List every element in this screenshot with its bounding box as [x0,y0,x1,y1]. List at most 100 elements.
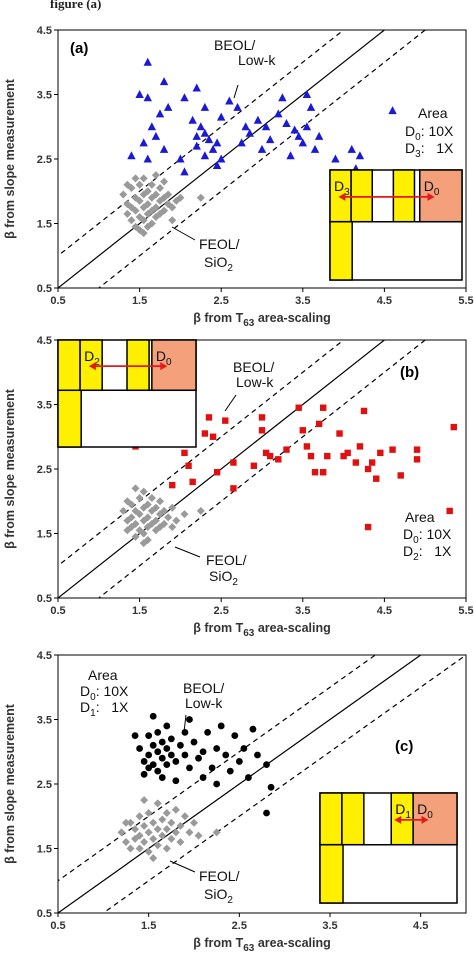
feol-pointer [174,546,201,558]
data-point-triangle [314,131,324,140]
data-point-diamond [123,516,132,525]
data-point-diamond [140,796,149,805]
data-point-diamond [143,535,152,544]
data-point-triangle [143,93,152,102]
data-point-diamond [162,825,171,834]
feol-pointer [171,226,196,241]
y-tick-label: 1.5 [37,219,52,231]
data-point-diamond [162,844,171,853]
data-point-triangle [212,160,222,169]
inset-label-d1: D1 [395,801,411,821]
inset-label-d2: D2 [84,348,100,368]
data-point-circle [163,761,171,769]
y-tick-label: 4.5 [37,335,52,347]
data-point-circle [154,767,162,775]
data-point-triangle [143,57,152,66]
device-inset: D3 D0 [329,169,463,281]
data-point-diamond [196,193,205,202]
x-tick-label: 2.5 [214,295,229,307]
scatter-chart-c: 0.5 1.5 2.5 3.5 4.5 0.5 1.5 2.5 3.5 4.5 β from T63… [3,650,467,954]
data-point-diamond [147,219,156,228]
area-legend-title: Area [405,509,435,525]
beol-pointer [233,84,239,99]
data-point-diamond [156,523,164,532]
inset-structure [319,792,343,846]
beol-label: BEOL/ [183,680,224,696]
beol-label: BEOL/ [214,37,255,53]
data-point-triangle [159,77,169,86]
data-points [119,404,457,548]
data-point-square [324,452,331,460]
data-point-square [368,459,376,466]
data-point-circle [136,745,144,752]
data-point-square [373,475,380,482]
data-point-square [413,456,421,463]
data-point-triangle [200,151,210,160]
data-point-diamond [147,494,156,503]
data-point-triangle [294,131,303,140]
y-tick-label: 1.5 [37,529,52,541]
data-point-triangle [208,144,218,153]
data-point-triangle [286,151,295,160]
data-point-triangle [298,138,307,147]
data-point-square [185,462,192,469]
data-point-circle [172,758,180,765]
data-point-diamond [168,216,177,225]
data-point-circle [213,780,221,788]
x-tick-label: 2.5 [214,605,229,617]
data-point-diamond [151,190,160,199]
y-tick-label: 0.5 [37,283,52,295]
data-point-square [181,449,188,457]
data-point-square [189,478,196,486]
data-points [117,712,275,863]
inset-structure [126,339,150,392]
data-point-square [230,485,237,492]
data-point-square [389,446,396,453]
unity-line [58,30,386,288]
data-point-circle [154,748,162,756]
data-point-circle [245,774,252,781]
data-point-triangle [180,167,189,176]
data-point-diamond [176,838,185,847]
y-axis-label: β from slope measurement [3,703,17,864]
data-point-diamond [171,828,180,837]
inset-structure [57,389,82,448]
data-point-circle [149,712,157,720]
data-point-square [283,446,290,453]
beol-label: Low-k [236,374,274,390]
unity-line [58,655,422,913]
inset-arrowhead [421,815,429,824]
data-point-square [344,449,351,457]
data-point-circle [149,741,157,749]
data-point-circle [172,777,180,785]
data-point-diamond [135,812,144,821]
data-point-diamond [168,523,177,532]
data-point-square [295,404,302,411]
data-point-triangle [274,109,283,118]
data-point-diamond [151,516,160,525]
data-point-circle [240,745,248,752]
data-point-circle [167,751,175,759]
data-point-circle [140,758,148,765]
x-tick-label: 3.5 [295,605,310,617]
data-point-circle [217,722,225,730]
device-inset: D2 D0 [57,339,197,448]
data-point-diamond [190,818,198,827]
data-point-square [311,469,319,476]
scatter-chart-a: 0.5 1.5 2.5 3.5 4.5 5.5 0.5 1.5 2.5 3.5 4.5 β from … [3,25,474,328]
data-point-circle [167,735,175,743]
data-point-diamond [176,821,185,830]
dashed-bound-line [102,655,466,913]
data-point-circle [195,754,202,762]
panel-label: (c) [395,738,413,755]
data-point-circle [208,764,216,772]
data-point-circle [181,729,189,736]
data-point-triangle [233,102,242,111]
data-point-triangle [151,131,161,140]
data-point-diamond [135,510,144,519]
scatter-chart-b: 0.5 1.5 2.5 3.5 4.5 5.5 0.5 1.5 2.5 3.5 4.5 β from … [3,335,474,639]
y-tick-label: 2.5 [37,779,52,791]
feol-label: SiO2 [204,886,233,906]
data-point-diamond [139,216,148,225]
data-point-square [315,420,323,428]
